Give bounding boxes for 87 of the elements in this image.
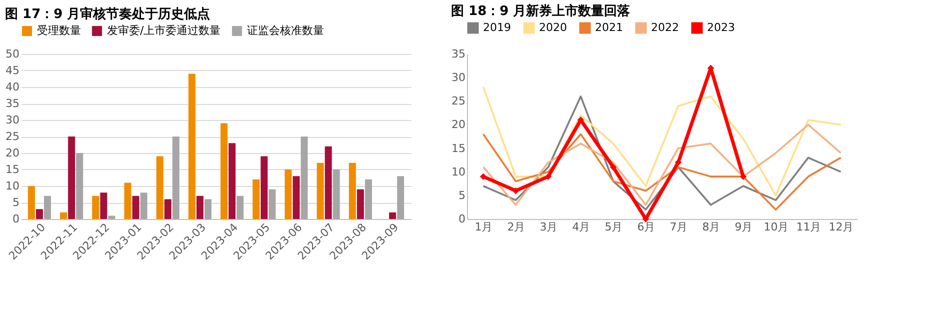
y-tick-label: 20: [6, 146, 20, 160]
bar: [132, 196, 140, 219]
y-tick-label: 25: [6, 130, 20, 143]
chart-title: 图 18：9 月新券上市数量回落: [451, 3, 632, 19]
y-tick-label: 20: [452, 118, 466, 132]
legend-label: 发审委/上市委通过数量: [107, 24, 221, 37]
legend-label: 受理数量: [37, 24, 81, 37]
bar: [76, 153, 84, 219]
y-tick-label: 5: [458, 188, 466, 202]
bar: [348, 162, 356, 219]
y-tick-label: 25: [452, 94, 466, 108]
bar: [164, 199, 172, 219]
y-tick-label: 0: [12, 212, 20, 226]
point: [480, 173, 487, 180]
x-tick-label: 9月: [734, 220, 753, 234]
bar: [236, 196, 244, 219]
point: [512, 187, 520, 194]
x-tick-label: 4月: [572, 220, 590, 234]
bar: [284, 170, 292, 219]
bar: [156, 156, 164, 219]
bar: [260, 156, 268, 219]
y-tick-label: 40: [6, 80, 20, 94]
y-tick-label: 50: [6, 48, 20, 60]
y-tick-label: 35: [6, 97, 20, 110]
legend-label: 2020: [539, 21, 567, 34]
bar: [268, 189, 276, 219]
bar: [397, 176, 404, 219]
bar: [172, 136, 180, 219]
legend-label: 证监会核准数量: [247, 24, 324, 37]
bar: [389, 212, 396, 219]
legend-label: 2022: [651, 21, 679, 34]
x-tick-label: 7月: [670, 220, 688, 234]
bar: [188, 74, 196, 219]
bar: [364, 179, 372, 219]
chart-title: 图 17：9 月审核节奏处于历史低点: [5, 6, 210, 22]
x-tick-label: 12月: [828, 220, 854, 234]
y-tick-label: 10: [452, 165, 466, 178]
bar: [196, 196, 204, 219]
bar: [124, 182, 132, 219]
point: [740, 173, 747, 180]
y-tick-label: 5: [12, 196, 20, 209]
y-tick-label: 10: [6, 180, 20, 192]
line-series: [482, 86, 842, 196]
bar: [252, 179, 260, 219]
y-tick-label: 0: [458, 212, 466, 226]
x-tick-label: 11月: [796, 220, 822, 234]
point: [577, 116, 584, 124]
x-tick-label: 3月: [540, 220, 558, 234]
x-tick-label: 10月: [764, 220, 789, 234]
y-tick-label: 15: [6, 163, 20, 176]
point: [544, 173, 552, 180]
bar: [324, 146, 332, 219]
y-tick-label: 45: [6, 64, 20, 77]
bar: [332, 170, 340, 219]
bar: [100, 192, 108, 219]
legend-label: 2023: [707, 21, 735, 34]
bar: [220, 123, 228, 219]
bar: [228, 143, 236, 219]
line-series: [482, 124, 842, 206]
bar: [292, 176, 300, 219]
point: [674, 159, 682, 166]
legend-label: 2021: [595, 21, 623, 34]
y-tick-label: 15: [452, 142, 466, 155]
bar: [300, 136, 308, 219]
bar: [140, 192, 148, 219]
y-tick-label: 35: [452, 48, 466, 60]
point: [610, 164, 617, 170]
bar: [36, 209, 43, 219]
bar: [108, 216, 116, 219]
x-tick-label: 6月: [637, 220, 656, 234]
bar: [356, 189, 364, 219]
bar: [68, 136, 76, 219]
bar: [316, 162, 324, 219]
line-series: [482, 96, 842, 210]
line-series: [482, 133, 842, 210]
x-tick-label: 1月: [474, 220, 493, 234]
bar: [204, 199, 212, 219]
bar: [92, 196, 100, 219]
x-tick-label: 5月: [604, 220, 623, 234]
legend-label: 2019: [483, 21, 511, 34]
x-tick-label: 2月: [507, 220, 526, 234]
y-tick-label: 30: [452, 71, 466, 84]
y-tick-label: 30: [6, 114, 20, 126]
x-tick-label: 8月: [702, 220, 720, 234]
bar: [60, 212, 68, 219]
bar: [44, 196, 51, 219]
bar: [28, 186, 35, 219]
